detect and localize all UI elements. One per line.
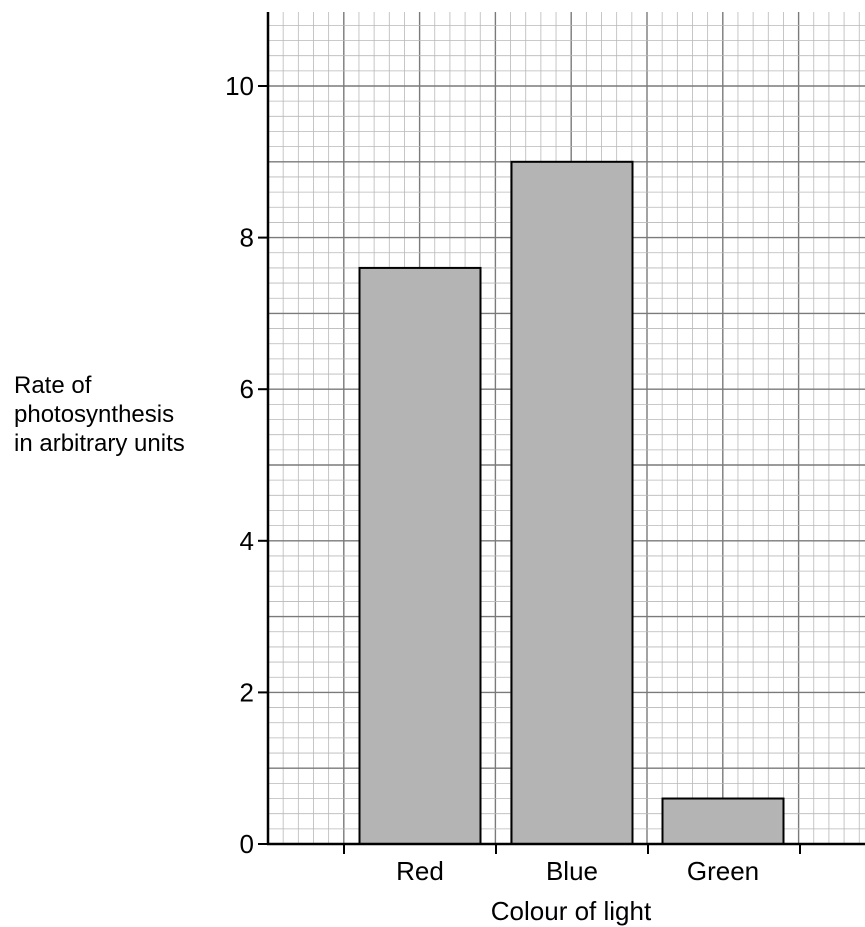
bars bbox=[358, 160, 785, 846]
axes: Red Blue Green 0 2 4 6 8 10 bbox=[225, 12, 865, 886]
y-tick-label: 4 bbox=[240, 526, 254, 556]
bar-green bbox=[661, 797, 785, 846]
y-tick-label: 6 bbox=[240, 374, 254, 404]
y-tick-label: 2 bbox=[240, 677, 254, 707]
y-axis-label-line-3: in arbitrary units bbox=[14, 430, 185, 457]
x-axis-label: Colour of light bbox=[491, 896, 652, 926]
y-tick-label: 8 bbox=[240, 223, 254, 253]
x-tick-label-red: Red bbox=[396, 856, 444, 886]
bar-blue bbox=[510, 160, 634, 846]
y-tick-label: 10 bbox=[225, 71, 254, 101]
x-tick-label-green: Green bbox=[687, 856, 759, 886]
y-tick-label: 0 bbox=[240, 829, 254, 859]
y-axis-label-line-1: Rate of bbox=[14, 372, 92, 399]
x-tick-label-blue: Blue bbox=[546, 856, 598, 886]
y-axis-label-line-2: photosynthesis bbox=[14, 401, 174, 428]
bar-red bbox=[358, 266, 482, 846]
